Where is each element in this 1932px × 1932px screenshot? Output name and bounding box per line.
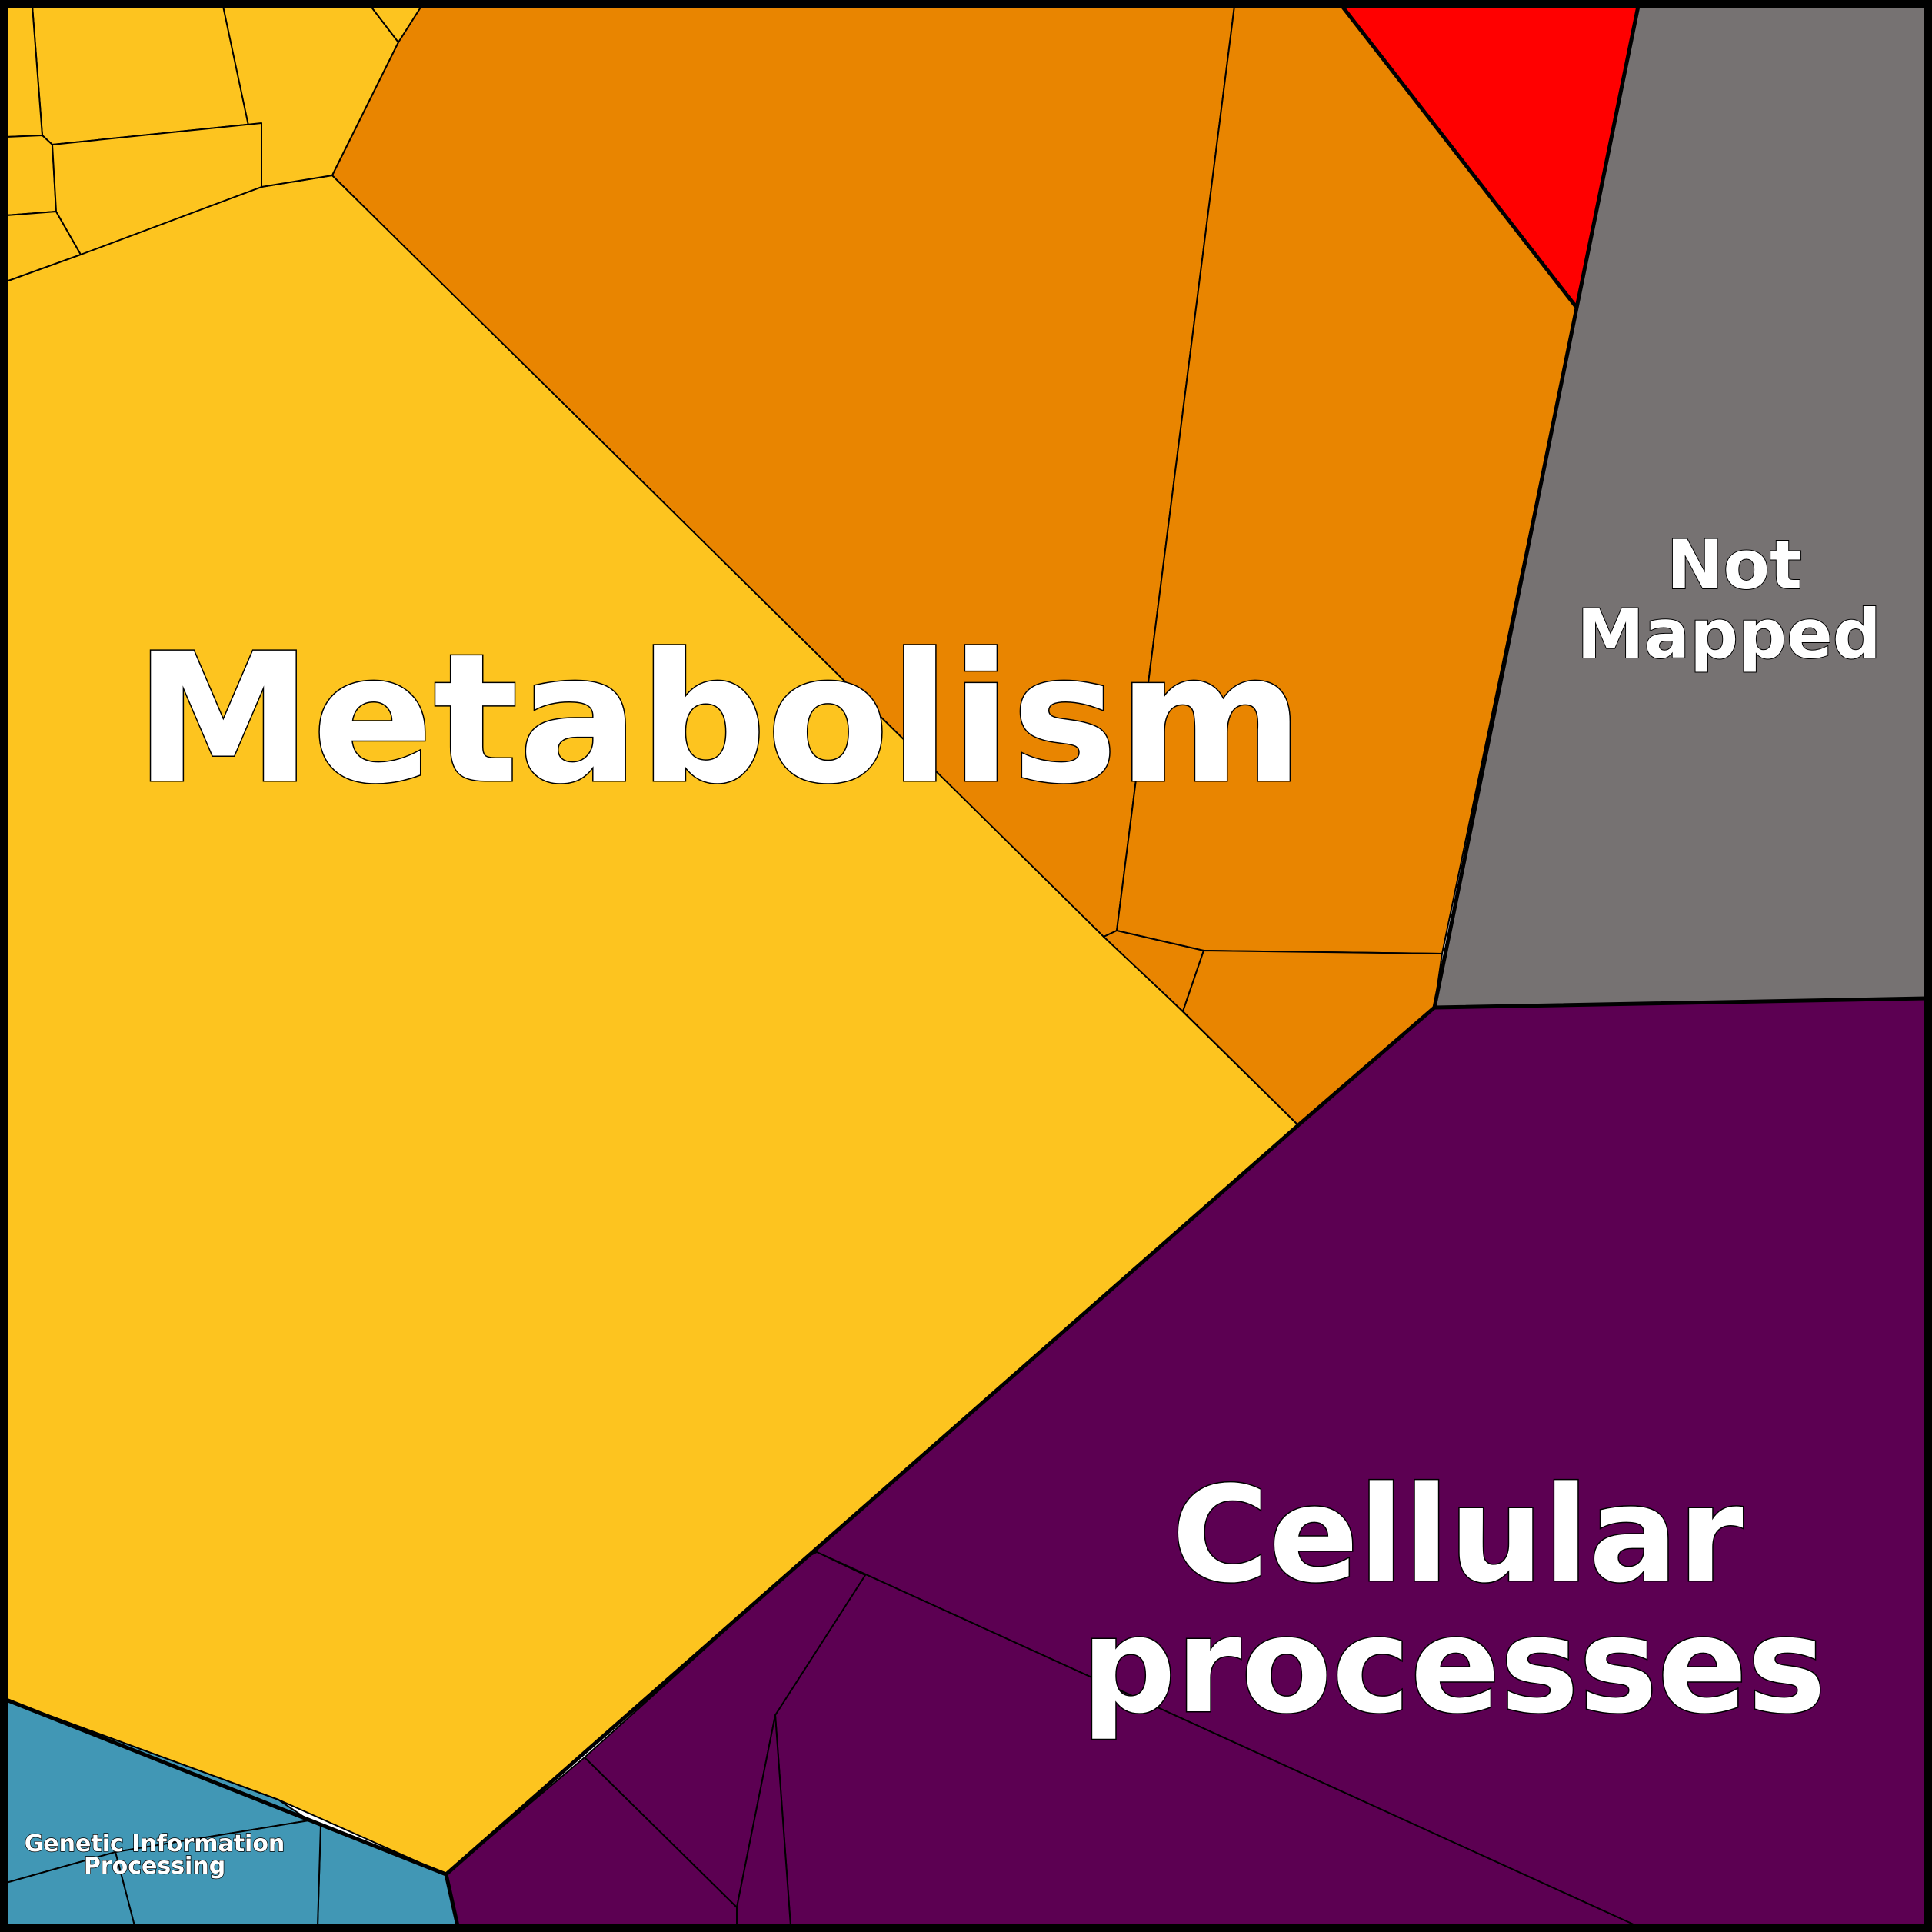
cellular-processes-label-line1: Cellular (1171, 1457, 1743, 1612)
boundary-genetic (5, 1697, 447, 1877)
cellular-processes-group (445, 998, 1927, 1927)
metabolism-label: Metabolism (135, 615, 1304, 823)
metabolism-orange-group (331, 5, 1577, 1126)
boundary-cellular (444, 1006, 1436, 1927)
boundary-red (1341, 5, 1578, 309)
genetic-information-label-line1: Genetic Information (25, 1830, 285, 1857)
boundary-not-mapped (1432, 5, 1927, 1010)
genetic-information-group (5, 1699, 458, 1927)
not-mapped-label-line2: Mapped (1577, 595, 1881, 674)
metabolism-group (5, 5, 1299, 1875)
metabolism-cell-mid[interactable] (52, 122, 262, 255)
category-boundaries (5, 5, 1927, 1927)
metabolism-cell-left-b[interactable] (5, 135, 57, 216)
genetic-information-label-line2: Processing (84, 1853, 225, 1880)
cellular-processes-label-line2: processes (1081, 1588, 1827, 1743)
not-mapped-label-line1: Not (1667, 525, 1802, 605)
